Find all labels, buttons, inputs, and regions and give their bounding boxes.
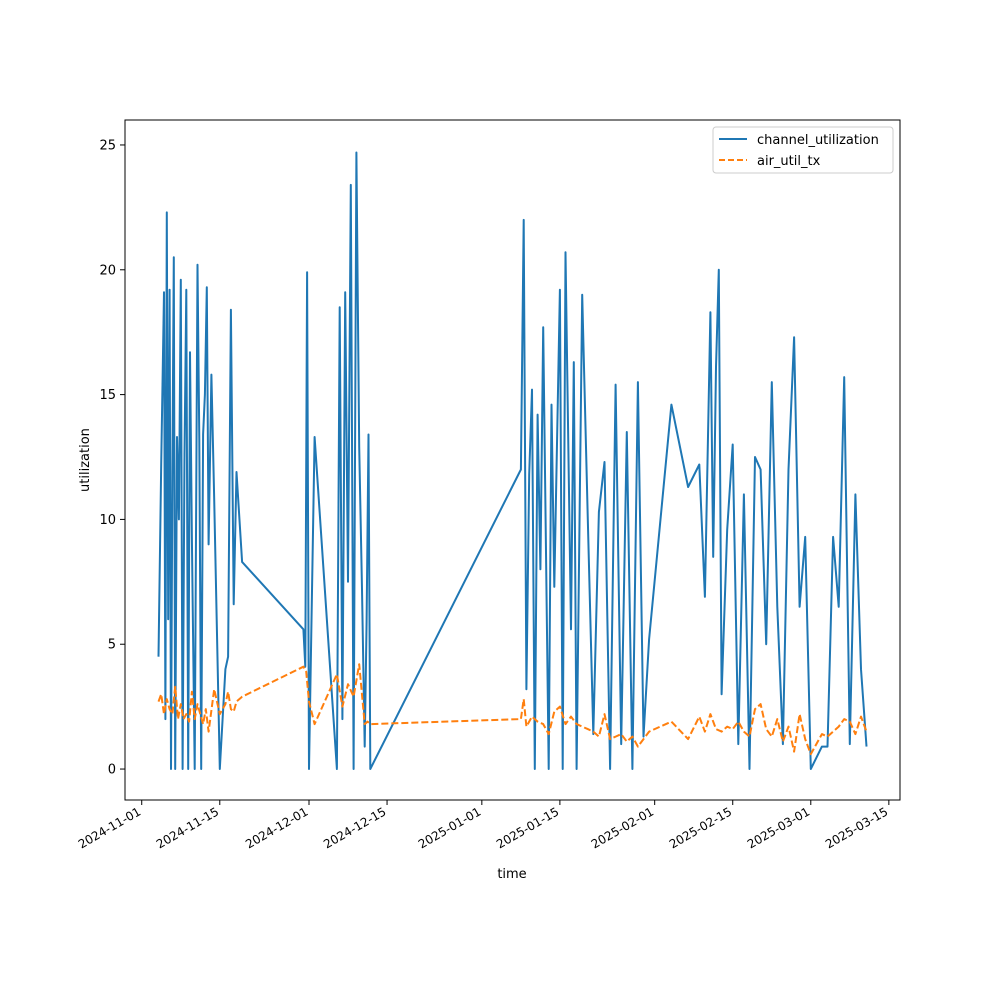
- legend-box: [712, 126, 894, 174]
- series-line-air-util-tx: [157, 663, 868, 756]
- y-tick-label: 20: [99, 263, 116, 278]
- y-tick-label: 10: [99, 513, 116, 528]
- legend-label-air-util-tx: air_util_tx: [757, 154, 821, 169]
- y-tick-label: 25: [99, 138, 116, 153]
- legend: channel_utilization air_util_tx: [712, 126, 894, 174]
- y-tick-label: 15: [99, 388, 116, 403]
- x-axis-label: time: [497, 867, 526, 882]
- y-tick-label: 0: [108, 763, 116, 778]
- y-axis-ticks: 0 5 10 15 20 25: [99, 138, 125, 778]
- plot-frame: [124, 119, 901, 801]
- legend-label-channel-utilization: channel_utilization: [757, 133, 879, 148]
- y-tick-label: 5: [108, 638, 116, 653]
- series-line-channel-utilization: [157, 151, 868, 770]
- plot-lines: [157, 151, 868, 770]
- y-axis-label: utilization: [78, 428, 93, 492]
